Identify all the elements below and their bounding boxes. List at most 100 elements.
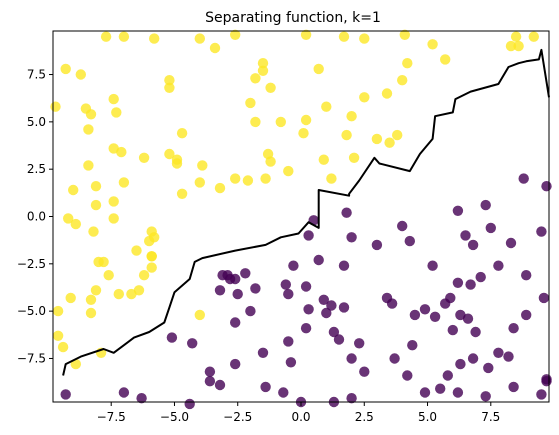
purple-point-25 [470, 326, 481, 338]
yellow-point-51 [260, 173, 271, 184]
purple-point-53 [240, 268, 251, 279]
yellow-point-96 [90, 199, 102, 211]
purple-point-38 [429, 311, 441, 322]
purple-point-46 [318, 294, 329, 305]
yellow-point-73 [65, 292, 76, 304]
purple-point-23 [419, 304, 431, 315]
x-tick-label-1: −5.0 [160, 410, 189, 424]
yellow-point-40 [250, 116, 261, 128]
x-tick-label-6: 7.5 [481, 410, 500, 424]
yellow-point-15 [230, 29, 241, 40]
yellow-point-2 [75, 69, 87, 80]
purple-point-61 [166, 332, 178, 343]
yellow-point-76 [93, 256, 104, 268]
boundary-layer [62, 48, 550, 376]
purple-point-41 [386, 298, 398, 309]
x-axis-ticks: −7.5 −5.0 −2.5 0.0 2.5 5.0 7.5 [97, 402, 500, 424]
purple-point-42 [354, 338, 365, 349]
purple-point-55 [232, 288, 243, 300]
yellow-point-55 [197, 160, 208, 171]
purple-point-77 [389, 353, 400, 364]
purple-point-65 [214, 379, 226, 391]
yellow-point-43 [341, 129, 352, 141]
purple-point-16 [505, 237, 517, 249]
yellow-point-39 [275, 116, 286, 128]
y-tick-label-6: 7.5 [27, 68, 46, 82]
y-tick-label-2: −2.5 [17, 257, 46, 271]
yellow-point-42 [298, 128, 309, 139]
yellow-point-9 [149, 33, 160, 44]
yellow-point-29 [440, 54, 451, 65]
yellow-point-8 [118, 31, 130, 42]
purple-point-17 [493, 260, 504, 271]
yellow-point-88 [146, 262, 157, 273]
yellow-point-18 [257, 58, 269, 69]
x-tick-label-4: 2.5 [355, 410, 374, 424]
yellow-point-10 [164, 75, 175, 86]
y-tick-label-3: 0.0 [27, 210, 46, 224]
yellow-point-54 [214, 182, 226, 194]
purple-point-32 [538, 292, 550, 304]
purple-point-6 [397, 220, 408, 232]
purple-point-14 [541, 181, 552, 192]
purple-point-3 [346, 232, 357, 243]
yellow-point-63 [108, 143, 119, 154]
purple-point-43 [346, 353, 357, 364]
purple-point-93 [230, 358, 241, 370]
purple-point-20 [452, 277, 464, 288]
yellow-point-45 [392, 129, 403, 141]
purple-point-83 [480, 391, 491, 402]
yellow-point-17 [265, 82, 276, 94]
yellow-point-0 [50, 101, 61, 112]
yellow-point-11 [164, 82, 175, 94]
yellow-point-4 [83, 124, 94, 135]
yellow-point-78 [88, 226, 99, 237]
purple-point-59 [214, 285, 226, 296]
purple-point-0 [303, 230, 314, 241]
purple-point-95 [419, 387, 431, 398]
purple-point-36 [455, 309, 466, 321]
purple-point-87 [536, 389, 547, 400]
yellow-point-23 [338, 31, 350, 42]
purple-point-28 [483, 362, 494, 374]
yellow-point-71 [52, 330, 64, 341]
yellow-point-47 [348, 152, 360, 163]
yellow-point-35 [359, 92, 370, 103]
purple-point-21 [465, 279, 476, 290]
yellow-point-1 [60, 63, 71, 75]
y-tick-label-1: −5.0 [17, 304, 46, 318]
yellow-point-22 [313, 63, 324, 75]
purple-point-90 [260, 381, 271, 393]
yellow-point-12 [176, 128, 188, 139]
separating-boundary-line [62, 48, 550, 376]
yellow-point-16 [250, 73, 261, 84]
purple-point-5 [371, 239, 383, 251]
yellow-point-56 [194, 177, 205, 188]
x-tick-label-5: 5.0 [418, 410, 437, 424]
purple-point-15 [536, 226, 547, 237]
purple-point-11 [452, 205, 464, 216]
purple-point-81 [435, 383, 446, 394]
yellow-point-20 [257, 65, 269, 77]
y-tick-label-4: 2.5 [27, 162, 46, 176]
yellow-point-65 [90, 181, 102, 192]
yellow-point-95 [70, 218, 82, 230]
purple-point-45 [338, 260, 350, 271]
yellow-point-52 [242, 175, 254, 186]
purple-point-39 [409, 309, 421, 321]
y-axis-ticks: −7.5 −5.0 −2.5 0.0 2.5 5.0 7.5 [17, 68, 53, 365]
yellow-point-80 [108, 196, 119, 207]
yellow-point-33 [528, 31, 539, 42]
yellow-point-82 [131, 245, 142, 256]
purple-point-71 [321, 307, 332, 319]
purple-point-2 [313, 254, 324, 266]
yellow-point-79 [108, 213, 119, 224]
yellow-point-32 [510, 31, 522, 42]
chart-title: Separating function, k=1 [205, 10, 381, 26]
yellow-point-28 [397, 75, 408, 86]
yellow-point-24 [359, 33, 370, 44]
yellow-point-36 [321, 101, 332, 112]
yellow-point-85 [149, 232, 160, 243]
purple-point-51 [250, 283, 261, 294]
yellow-point-70 [52, 305, 64, 317]
